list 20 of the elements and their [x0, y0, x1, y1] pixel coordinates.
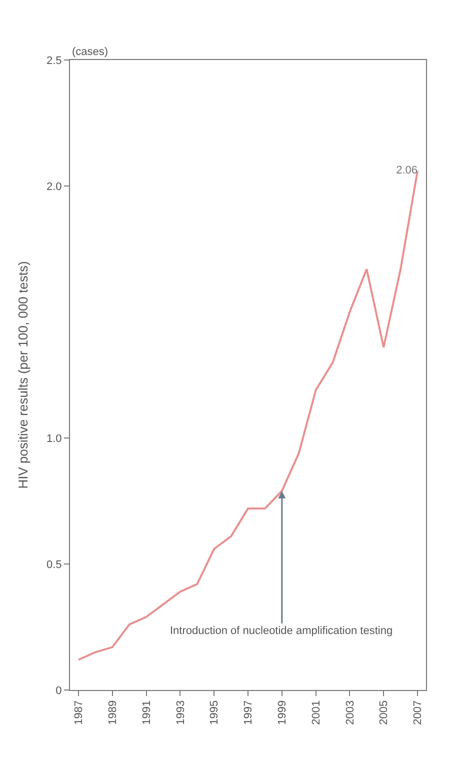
- x-tick-label: 1991: [140, 700, 153, 725]
- text: (cases): [72, 46, 108, 58]
- data-label: 2.06: [396, 164, 418, 177]
- y-tick-label: 0.5: [46, 558, 62, 571]
- x-tick-label: 2001: [310, 700, 322, 725]
- x-tick-label: 1989: [106, 700, 119, 725]
- y-tick-label: 2.0: [46, 180, 62, 193]
- annotation: Introduction of nucleotide amplification testing: [170, 625, 393, 637]
- y-tick-label: 2.5: [46, 54, 62, 67]
- x-tick-label: 1993: [174, 700, 187, 725]
- y-tick-label: 0: [56, 684, 62, 697]
- y-tick-label: 1.0: [46, 432, 62, 445]
- x-tick-label: 1987: [73, 700, 86, 725]
- x-tick-label: 2007: [412, 700, 424, 725]
- x-tick-label: 1995: [208, 700, 221, 725]
- x-tick-label: 1997: [242, 700, 255, 725]
- x-tick-label: 1999: [276, 700, 288, 725]
- x-tick-label: 2005: [378, 700, 390, 725]
- x-tick-label: 2003: [344, 700, 356, 725]
- y-axis-title: HIV positive results (per 100, 000 tests): [15, 261, 30, 489]
